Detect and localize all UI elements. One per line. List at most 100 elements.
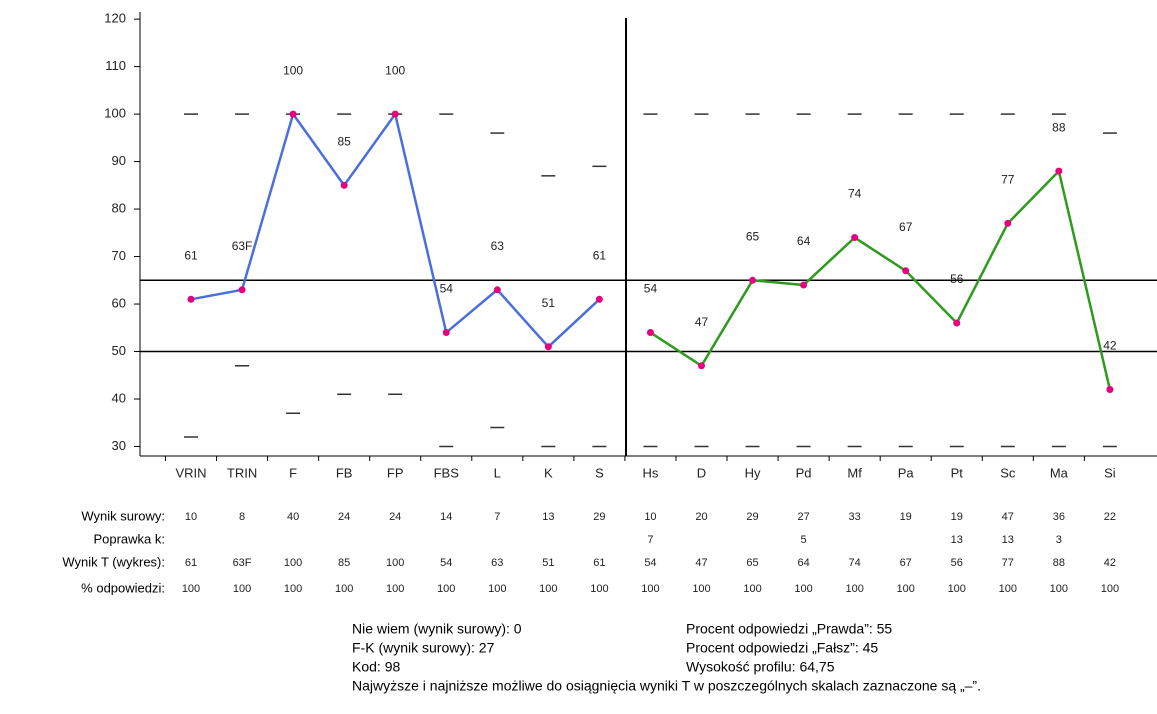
x-tick-label: Ma xyxy=(1050,465,1069,480)
y-tick-label: 120 xyxy=(104,11,126,26)
table-cell: 40 xyxy=(287,511,299,523)
table-cell: 100 xyxy=(233,583,251,595)
table-cell: 100 xyxy=(437,583,455,595)
note: Procent odpowiedzi „Prawda”: 55 xyxy=(686,621,892,637)
row-label: % odpowiedzi: xyxy=(81,580,165,595)
point xyxy=(749,276,757,284)
x-tick-label: Hs xyxy=(643,465,659,480)
data-label: 64 xyxy=(797,234,811,248)
x-tick-label: S xyxy=(595,465,604,480)
point xyxy=(646,329,654,337)
table-cell: 100 xyxy=(794,583,812,595)
table-cell: 63F xyxy=(233,557,252,569)
table-cell: 67 xyxy=(900,557,912,569)
point xyxy=(289,110,297,118)
data-label: 63 xyxy=(491,239,505,253)
x-tick-label: Hy xyxy=(745,465,761,480)
note: Procent odpowiedzi „Fałsz”: 45 xyxy=(686,640,878,656)
table-cell: 54 xyxy=(440,557,452,569)
table-cell: 100 xyxy=(335,583,353,595)
point xyxy=(800,281,808,289)
table-cell: 63 xyxy=(491,557,503,569)
series-line xyxy=(649,168,1112,390)
table-cell: 100 xyxy=(284,557,302,569)
table-cell: 100 xyxy=(897,583,915,595)
table-cell: 19 xyxy=(900,511,912,523)
table-cell: 29 xyxy=(593,511,605,523)
data-label: 100 xyxy=(283,63,303,77)
data-label: 61 xyxy=(593,248,607,262)
table-cell: 24 xyxy=(338,511,350,523)
table-cell: 7 xyxy=(647,534,653,546)
y-tick-label: 110 xyxy=(105,58,126,73)
table-cell: 5 xyxy=(801,534,807,546)
y-tick-label: 80 xyxy=(112,201,126,216)
data-label: 100 xyxy=(385,63,405,77)
data-label: 42 xyxy=(1103,339,1117,353)
data-label: 88 xyxy=(1052,120,1066,134)
table-cell: 100 xyxy=(692,583,710,595)
table-cell: 85 xyxy=(338,557,350,569)
table-cell: 61 xyxy=(185,557,197,569)
table-cell: 100 xyxy=(948,583,966,595)
point xyxy=(391,110,399,118)
x-tick-label: L xyxy=(494,465,501,480)
y-tick-label: 40 xyxy=(112,390,126,405)
table-cell: 100 xyxy=(641,583,659,595)
data-label: 61 xyxy=(184,248,198,262)
table-cell: 42 xyxy=(1104,557,1116,569)
table-cell: 14 xyxy=(440,511,452,523)
y-tick-label: 100 xyxy=(104,106,126,121)
table-cell: 3 xyxy=(1056,534,1062,546)
point xyxy=(902,267,910,275)
table-cell: 100 xyxy=(999,583,1017,595)
table-cell: 36 xyxy=(1053,511,1065,523)
data-label: 56 xyxy=(950,272,964,286)
table-cell: 27 xyxy=(797,511,809,523)
table-cell: 47 xyxy=(1002,511,1014,523)
x-tick-label: Si xyxy=(1104,465,1116,480)
table-cell: 7 xyxy=(494,511,500,523)
x-tick-label: F xyxy=(289,465,297,480)
table-cell: 19 xyxy=(951,511,963,523)
y-tick-label: 50 xyxy=(112,343,126,358)
data-label: 51 xyxy=(542,296,556,310)
table-cell: 20 xyxy=(695,511,707,523)
x-tick-label: FB xyxy=(336,465,353,480)
data-label: 85 xyxy=(337,134,351,148)
table-cell: 100 xyxy=(590,583,608,595)
x-tick-label: K xyxy=(544,465,553,480)
table-cell: 13 xyxy=(542,511,554,523)
x-tick-label: VRIN xyxy=(175,465,206,480)
table-cell: 29 xyxy=(746,511,758,523)
point xyxy=(1106,386,1114,394)
table-cell: 22 xyxy=(1104,511,1116,523)
point xyxy=(493,286,501,294)
x-tick-label: Sc xyxy=(1000,465,1016,480)
x-tick-label: D xyxy=(697,465,706,480)
point xyxy=(1004,219,1012,227)
table-cell: 100 xyxy=(743,583,761,595)
y-tick-label: 60 xyxy=(112,295,126,310)
table-cell: 65 xyxy=(746,557,758,569)
x-tick-label: TRIN xyxy=(227,465,257,480)
point xyxy=(1055,167,1063,175)
point xyxy=(544,343,552,351)
x-tick-label: Mf xyxy=(847,465,862,480)
point xyxy=(187,295,195,303)
table-cell: 13 xyxy=(1002,534,1014,546)
table-cell: 13 xyxy=(951,534,963,546)
table-cell: 100 xyxy=(284,583,302,595)
table-cell: 100 xyxy=(386,557,404,569)
table-cell: 64 xyxy=(797,557,809,569)
x-tick-label: Pd xyxy=(796,465,812,480)
table-cell: 8 xyxy=(239,511,245,523)
table-cell: 54 xyxy=(644,557,656,569)
data-label: 63F xyxy=(232,239,253,253)
table-cell: 100 xyxy=(1101,583,1119,595)
note: Wysokość profilu: 64,75 xyxy=(686,659,835,675)
table-cell: 47 xyxy=(695,557,707,569)
data-label: 54 xyxy=(644,282,658,296)
table-cell: 51 xyxy=(542,557,554,569)
table-cell: 100 xyxy=(539,583,557,595)
